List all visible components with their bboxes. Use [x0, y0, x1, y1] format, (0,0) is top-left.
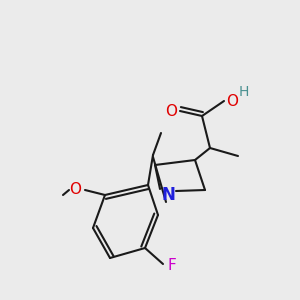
Text: N: N — [161, 186, 175, 204]
Text: O: O — [165, 103, 177, 118]
Text: O: O — [69, 182, 81, 197]
Text: O: O — [226, 94, 238, 109]
Text: F: F — [168, 259, 176, 274]
Text: H: H — [239, 85, 249, 99]
